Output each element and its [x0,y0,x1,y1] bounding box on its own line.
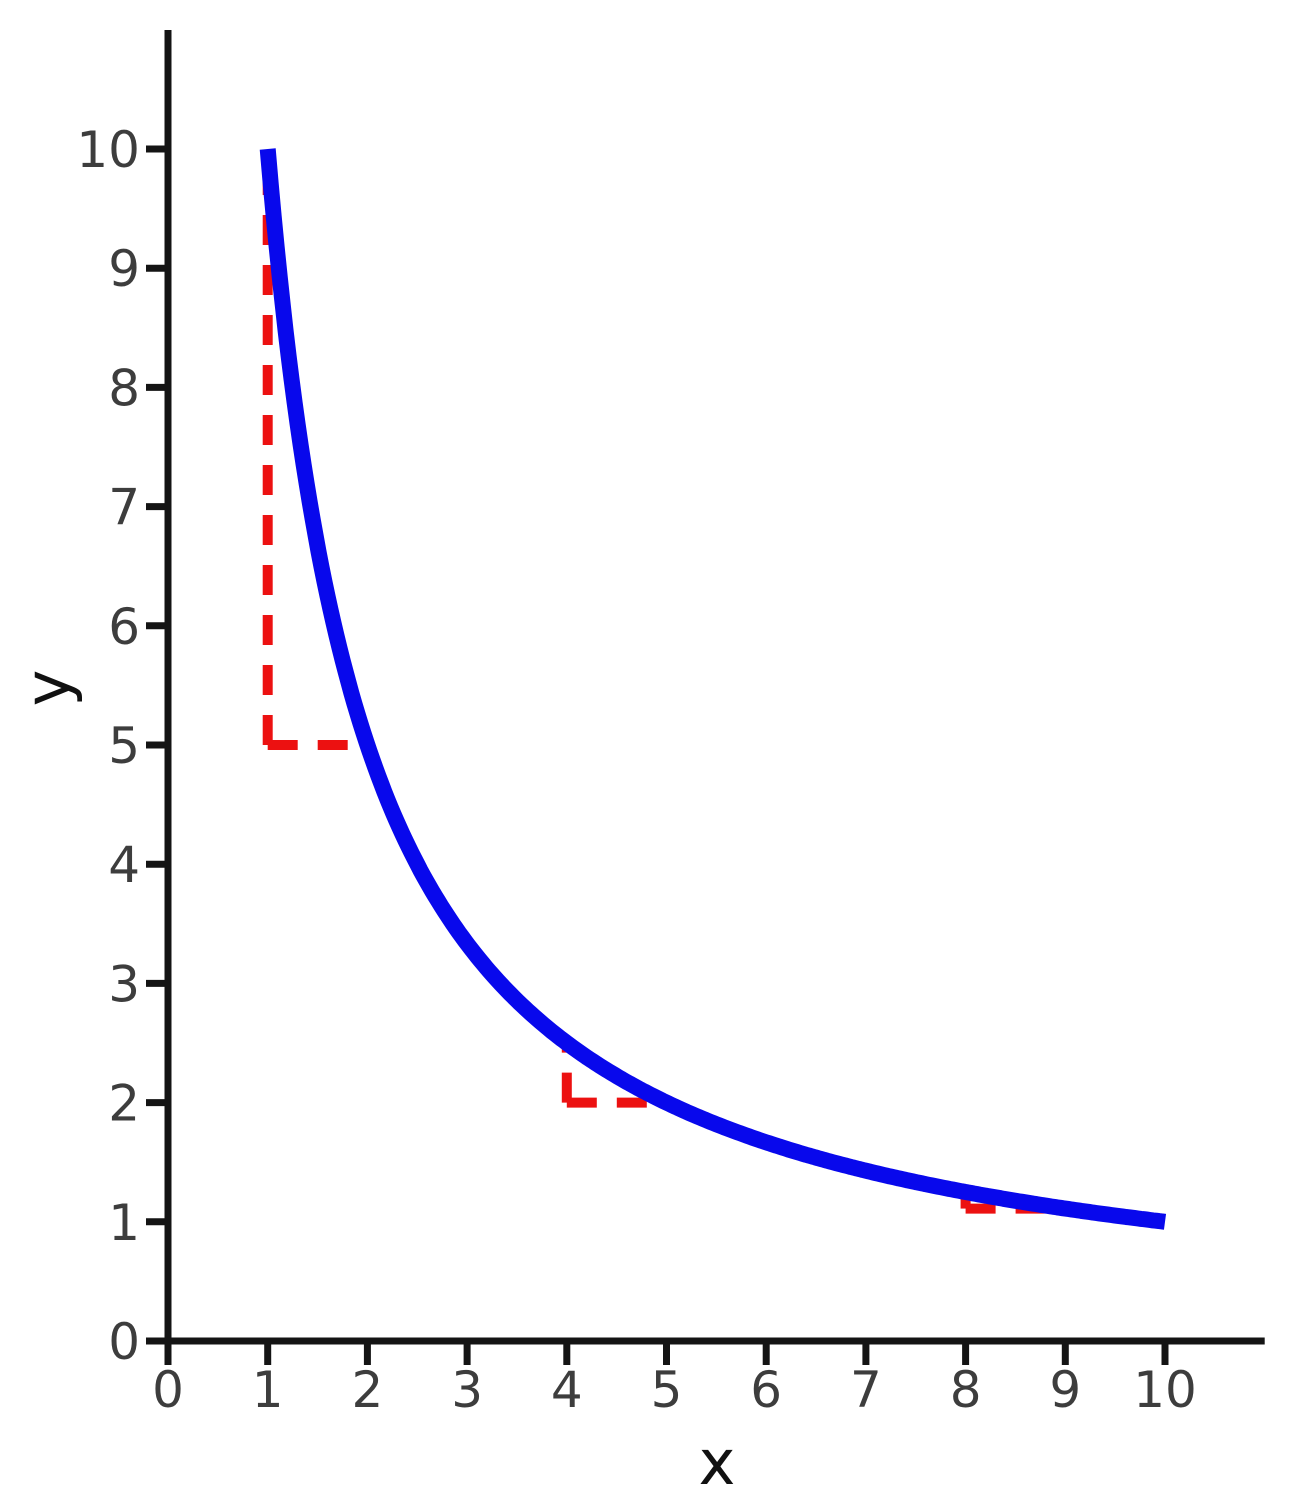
x-tick-label: 10 [1133,1361,1197,1419]
y-tick-label: 10 [76,121,140,179]
x-tick-label: 7 [850,1361,882,1419]
y-tick-label: 6 [108,598,140,656]
y-tick-label: 0 [108,1313,140,1371]
y-tick-label: 8 [108,359,140,417]
x-tick-label: 4 [551,1361,583,1419]
y-tick-label: 7 [108,479,140,537]
y-tick-label: 5 [108,717,140,775]
x-tick-label: 6 [750,1361,782,1419]
x-tick-label: 5 [651,1361,683,1419]
y-tick-label: 9 [108,240,140,298]
slope-triangles [262,149,1066,1214]
y-tick-label: 2 [108,1075,140,1133]
x-tick-label: 0 [152,1361,184,1419]
x-tick-label: 1 [252,1361,284,1419]
function-curve [259,148,1170,1230]
x-tick-label: 9 [1049,1361,1081,1419]
x-axis-label: x [698,1426,736,1499]
y-tick-label: 1 [108,1194,140,1252]
y-axis-label: y [11,669,84,707]
x-tick-label: 8 [950,1361,982,1419]
y-tick-label: 3 [108,955,140,1013]
axes: 0 1 2 3 4 5 6 7 8 9 10 0 1 2 3 4 5 6 7 8 9 10 [76,30,1265,1419]
y-tick-label: 4 [108,836,140,894]
x-tick-label: 2 [351,1361,383,1419]
x-tick-label: 3 [451,1361,483,1419]
axis-spine [164,30,1265,1345]
